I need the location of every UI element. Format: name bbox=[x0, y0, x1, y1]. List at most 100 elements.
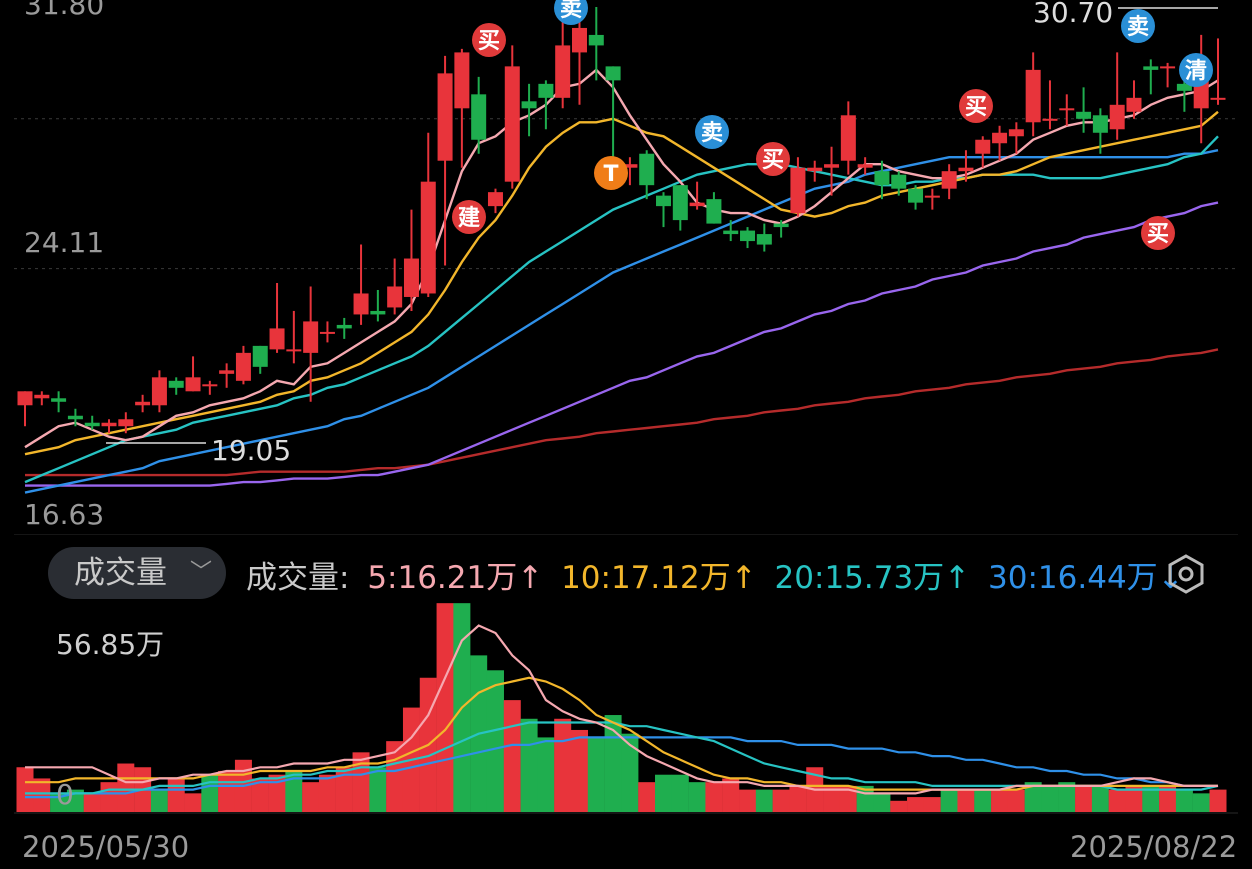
volume-bar bbox=[671, 774, 689, 812]
candle bbox=[958, 150, 974, 182]
candle bbox=[857, 157, 873, 175]
signal-marker-label: 建 bbox=[458, 206, 480, 231]
volume-bar bbox=[167, 778, 185, 812]
signal-marker: 卖 bbox=[1121, 9, 1155, 43]
candle-body bbox=[135, 401, 151, 406]
candle bbox=[1109, 52, 1125, 140]
candle bbox=[1092, 108, 1108, 154]
volume-bar bbox=[251, 778, 269, 812]
candle bbox=[303, 286, 319, 402]
candle-body bbox=[555, 45, 571, 98]
settings-gear-icon[interactable] bbox=[1166, 554, 1206, 594]
candle bbox=[874, 160, 890, 200]
volume-bar bbox=[1142, 785, 1160, 812]
candle-body bbox=[269, 328, 285, 350]
signal-marker: 买 bbox=[1141, 216, 1175, 250]
candle bbox=[202, 380, 218, 395]
candle-body bbox=[370, 310, 386, 315]
candle bbox=[185, 356, 201, 392]
candle bbox=[51, 391, 67, 413]
volume-bar bbox=[100, 782, 118, 812]
volume-bar bbox=[302, 782, 320, 812]
volume-bar bbox=[940, 789, 958, 812]
indicator-toolbar: 成交量 ﹀ 成交量: 5:16.21万↑ 10:17.12万↑ 20:15.73… bbox=[0, 538, 1252, 612]
volume-legend: 成交量: 5:16.21万↑ 10:17.12万↑ 20:15.73万↑ 30:… bbox=[246, 552, 1192, 597]
candle-body bbox=[84, 422, 100, 427]
candle-body bbox=[1176, 83, 1192, 91]
volume-bar bbox=[755, 789, 773, 812]
candle-body bbox=[588, 34, 604, 46]
signal-marker: 买 bbox=[756, 142, 790, 176]
candle bbox=[891, 171, 907, 196]
volume-bar bbox=[285, 770, 303, 812]
candle-body bbox=[605, 66, 621, 81]
candle bbox=[1210, 38, 1226, 105]
volume-bar bbox=[907, 797, 925, 812]
candle bbox=[319, 321, 335, 343]
candle bbox=[1042, 80, 1058, 130]
candle-body bbox=[857, 164, 873, 168]
candle bbox=[706, 192, 722, 224]
signal-marker-label: 买 bbox=[478, 29, 500, 54]
candle bbox=[504, 45, 520, 189]
date-end: 2025/08/22 bbox=[1070, 830, 1238, 864]
volume-chart[interactable] bbox=[0, 600, 1252, 818]
signal-marker-label: 卖 bbox=[560, 0, 582, 22]
candle bbox=[135, 394, 151, 413]
volume-bar bbox=[890, 800, 908, 812]
indicator-selector[interactable]: 成交量 ﹀ bbox=[48, 547, 226, 599]
candle bbox=[1076, 87, 1092, 133]
candle-body bbox=[1126, 97, 1142, 112]
candle bbox=[420, 132, 436, 297]
volume-bar bbox=[705, 782, 723, 812]
volume-bar bbox=[1125, 785, 1143, 812]
candle bbox=[840, 101, 856, 175]
legend-ma5: 5:16.21万↑ bbox=[367, 560, 544, 596]
signal-marker-label: 买 bbox=[965, 95, 987, 120]
candle bbox=[807, 160, 823, 182]
candle-body bbox=[420, 181, 436, 294]
candle-body bbox=[353, 293, 369, 315]
volume-bar bbox=[1192, 793, 1210, 812]
candle bbox=[67, 408, 83, 427]
candle-body bbox=[874, 171, 890, 186]
candle-body bbox=[975, 139, 991, 154]
candle-body bbox=[1109, 104, 1125, 130]
volume-bar bbox=[537, 737, 555, 812]
price-ma120-line bbox=[25, 348, 1219, 477]
candle bbox=[639, 150, 655, 200]
volume-bar bbox=[33, 778, 51, 812]
chevron-down-icon: ﹀ bbox=[189, 560, 212, 585]
volume-bar bbox=[688, 782, 706, 812]
signal-marker-circle bbox=[1141, 216, 1175, 250]
candle bbox=[1025, 52, 1041, 137]
volume-bar bbox=[772, 789, 790, 812]
candle-body bbox=[1092, 115, 1108, 133]
candle-body bbox=[773, 223, 789, 228]
volume-ma5-line bbox=[25, 624, 1218, 795]
legend-ma30: 30:16.44万↓ bbox=[988, 560, 1184, 596]
candle-body bbox=[202, 384, 218, 387]
volume-bar bbox=[839, 785, 857, 812]
candle-body bbox=[487, 192, 503, 207]
candle-body bbox=[756, 234, 772, 245]
legend-ma10: 10:17.12万↑ bbox=[561, 560, 757, 596]
signal-marker: T bbox=[594, 156, 628, 190]
candle bbox=[269, 282, 285, 353]
signal-marker-label: 买 bbox=[762, 148, 784, 173]
candle bbox=[773, 220, 789, 238]
volume-bar bbox=[318, 774, 336, 812]
candle-body bbox=[840, 115, 856, 161]
volume-bar bbox=[436, 603, 454, 812]
candle bbox=[101, 419, 117, 434]
volume-bar bbox=[991, 789, 1009, 812]
price-ma10-line bbox=[24, 110, 1219, 456]
candle bbox=[689, 181, 705, 210]
candle-body bbox=[504, 66, 520, 182]
candle bbox=[908, 185, 924, 210]
signal-marker: 清 bbox=[1179, 53, 1213, 87]
volume-bar bbox=[16, 767, 34, 812]
volume-bar bbox=[335, 767, 353, 812]
candle bbox=[84, 415, 100, 430]
